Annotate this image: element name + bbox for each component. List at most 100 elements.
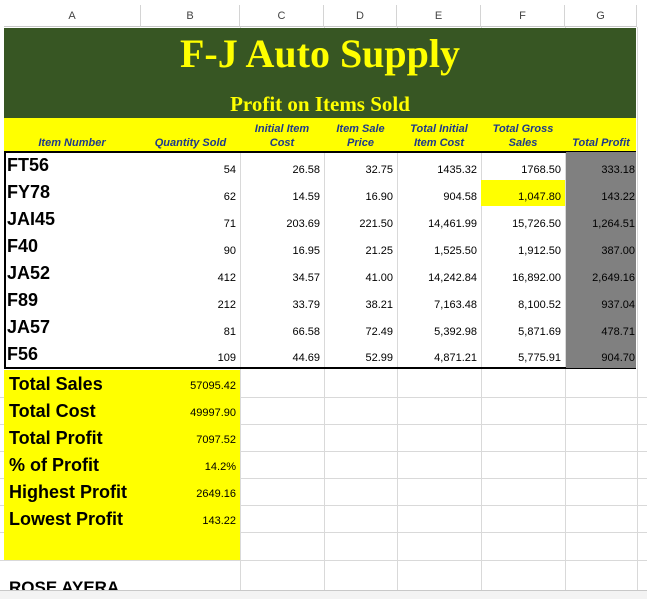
initial-cost-cell[interactable]: 34.57	[292, 272, 320, 284]
profit-column-fill	[566, 152, 636, 368]
initial-cost-cell[interactable]: 16.95	[292, 245, 320, 257]
sale-price-cell[interactable]: 41.00	[365, 272, 393, 284]
gross-sales-cell[interactable]: 16,892.00	[512, 272, 561, 284]
initial-cost-cell[interactable]: 44.69	[292, 352, 320, 364]
profit-cell[interactable]: 387.00	[601, 245, 635, 257]
gross-sales-cell[interactable]: 1,047.80	[518, 191, 561, 203]
profit-cell[interactable]: 143.22	[601, 191, 635, 203]
summary-value[interactable]: 7097.52	[196, 434, 236, 446]
profit-cell[interactable]: 2,649.16	[592, 272, 635, 284]
page-subtitle[interactable]: Profit on Items Sold	[230, 92, 410, 116]
gridline	[481, 27, 482, 599]
item-number-cell[interactable]: F89	[7, 290, 39, 310]
summary-value[interactable]: 14.2%	[204, 461, 236, 473]
quantity-cell[interactable]: 54	[223, 164, 236, 176]
column-header-f[interactable]: F	[481, 5, 565, 27]
summary-value[interactable]: 2649.16	[196, 488, 236, 500]
summary-label[interactable]: Total Cost	[9, 401, 96, 421]
header-row	[4, 118, 636, 152]
quantity-cell[interactable]: 62	[223, 191, 236, 203]
total-cost-cell[interactable]: 5,392.98	[434, 326, 477, 338]
gross-sales-cell[interactable]: 8,100.52	[518, 299, 561, 311]
sheet-tab-bar[interactable]	[0, 590, 647, 599]
sale-price-cell[interactable]: 16.90	[365, 191, 393, 203]
sale-price-cell[interactable]: 38.21	[365, 299, 393, 311]
gross-sales-cell[interactable]: 15,726.50	[512, 218, 561, 230]
sale-price-cell[interactable]: 21.25	[365, 245, 393, 257]
header-total-gross-sales[interactable]: Total Gross Sales	[492, 123, 554, 149]
summary-label[interactable]: Lowest Profit	[9, 509, 124, 529]
header-item-number[interactable]: Item Number	[38, 137, 106, 149]
item-number-cell[interactable]: FT56	[7, 155, 50, 175]
gridline	[0, 560, 647, 561]
header-quantity-sold[interactable]: Quantity Sold	[154, 137, 227, 149]
quantity-cell[interactable]: 71	[223, 218, 236, 230]
item-number-cell[interactable]: JAI45	[7, 209, 56, 229]
profit-cell[interactable]: 937.04	[601, 299, 635, 311]
header-total-initial-cost[interactable]: Total Initial Item Cost	[410, 123, 468, 149]
highlighted-cell	[481, 180, 565, 206]
column-header-e[interactable]: E	[397, 5, 481, 27]
gross-sales-cell[interactable]: 1768.50	[521, 164, 561, 176]
quantity-cell[interactable]: 109	[217, 352, 236, 364]
gross-sales-cell[interactable]: 5,871.69	[518, 326, 561, 338]
summary-label[interactable]: Highest Profit	[9, 482, 128, 502]
summary-value[interactable]: 143.22	[202, 515, 236, 527]
initial-cost-cell[interactable]: 14.59	[292, 191, 320, 203]
column-header-g[interactable]: G	[565, 5, 637, 27]
header-initial-item-cost[interactable]: Initial Item Cost	[254, 123, 310, 149]
quantity-cell[interactable]: 212	[217, 299, 236, 311]
summary-value[interactable]: 49997.90	[190, 407, 236, 419]
quantity-cell[interactable]: 81	[223, 326, 236, 338]
column-header-a[interactable]: A	[4, 5, 141, 27]
page-title[interactable]: F-J Auto Supply	[179, 31, 461, 76]
summary-label[interactable]: Total Sales	[9, 374, 103, 394]
initial-cost-cell[interactable]: 26.58	[292, 164, 320, 176]
quantity-cell[interactable]: 412	[217, 272, 236, 284]
total-cost-cell[interactable]: 7,163.48	[434, 299, 477, 311]
gridline	[0, 424, 647, 425]
quantity-cell[interactable]: 90	[223, 245, 236, 257]
profit-cell[interactable]: 904.70	[601, 352, 635, 364]
gridline	[0, 505, 647, 506]
gridline	[0, 532, 647, 533]
total-cost-cell[interactable]: 14,461.99	[428, 218, 477, 230]
summary-label[interactable]: % of Profit	[9, 455, 99, 475]
summary-label[interactable]: Total Profit	[9, 428, 103, 448]
gross-sales-cell[interactable]: 1,912.50	[518, 245, 561, 257]
sale-price-cell[interactable]: 52.99	[365, 352, 393, 364]
profit-cell[interactable]: 333.18	[601, 164, 635, 176]
profit-cell[interactable]: 1,264.51	[592, 218, 635, 230]
column-header-c[interactable]: C	[240, 5, 324, 27]
gridline	[0, 478, 647, 479]
column-header-b[interactable]: B	[141, 5, 240, 27]
item-number-cell[interactable]: F56	[7, 344, 39, 364]
gross-sales-cell[interactable]: 5,775.91	[518, 352, 561, 364]
sale-price-cell[interactable]: 221.50	[359, 218, 393, 230]
total-cost-cell[interactable]: 4,871.21	[434, 352, 477, 364]
total-cost-cell[interactable]: 1,525.50	[434, 245, 477, 257]
header-item-sale-price[interactable]: Item Sale Price	[336, 123, 385, 149]
item-number-cell[interactable]: JA52	[7, 263, 51, 283]
gridline	[0, 397, 647, 398]
sale-price-cell[interactable]: 32.75	[365, 164, 393, 176]
sale-price-cell[interactable]: 72.49	[365, 326, 393, 338]
total-cost-cell[interactable]: 904.58	[443, 191, 477, 203]
summary-block	[4, 370, 240, 560]
initial-cost-cell[interactable]: 66.58	[292, 326, 320, 338]
initial-cost-cell[interactable]: 33.79	[292, 299, 320, 311]
total-cost-cell[interactable]: 1435.32	[437, 164, 477, 176]
column-header-d[interactable]: D	[324, 5, 397, 27]
gridline	[397, 27, 398, 599]
profit-cell[interactable]: 478.71	[601, 326, 635, 338]
item-number-cell[interactable]: FY78	[7, 182, 51, 202]
gridline	[240, 27, 241, 599]
initial-cost-cell[interactable]: 203.69	[286, 218, 320, 230]
header-total-profit[interactable]: Total Profit	[572, 137, 630, 149]
gridline	[637, 27, 638, 599]
summary-value[interactable]: 57095.42	[190, 380, 236, 392]
gridline	[0, 451, 647, 452]
total-cost-cell[interactable]: 14,242.84	[428, 272, 477, 284]
item-number-cell[interactable]: JA57	[7, 317, 51, 337]
item-number-cell[interactable]: F40	[7, 236, 39, 256]
